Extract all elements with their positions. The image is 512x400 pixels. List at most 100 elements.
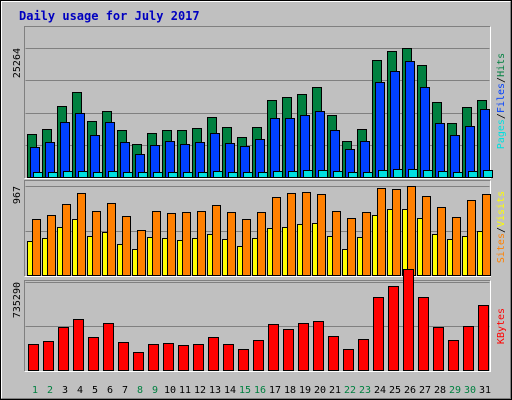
bar-pages-day-20 xyxy=(318,170,328,178)
bar-files-day-24 xyxy=(375,82,385,178)
bar-pages-day-16 xyxy=(258,172,268,178)
legend-entry: KBytes xyxy=(496,308,507,344)
bar-files-day-4 xyxy=(75,113,85,178)
bar-sites-day-10 xyxy=(167,213,176,276)
bar-pages-day-8 xyxy=(138,172,148,178)
bar-pages-day-13 xyxy=(213,171,223,178)
chart-title: Daily usage for July 2017 xyxy=(19,9,200,23)
x-tick-label: 1 xyxy=(32,385,38,396)
bar-files-day-16 xyxy=(255,139,265,178)
bar-kbytes-day-3 xyxy=(58,327,69,371)
bar-sites-day-9 xyxy=(152,211,161,276)
bar-sites-day-8 xyxy=(137,230,146,276)
x-tick-label: 12 xyxy=(194,385,206,396)
bar-sites-day-6 xyxy=(107,203,116,276)
legend-entry: Files xyxy=(496,83,507,113)
x-tick-label: 6 xyxy=(107,385,113,396)
legend-entry: Sites xyxy=(496,233,507,263)
bar-pages-day-17 xyxy=(273,171,283,178)
bar-sites-day-1 xyxy=(32,219,41,276)
x-tick-label: 30 xyxy=(464,385,476,396)
bar-pages-day-29 xyxy=(453,172,463,178)
bar-files-day-30 xyxy=(465,126,475,178)
y-max-label: 735290 xyxy=(12,282,23,318)
x-tick-label: 23 xyxy=(359,385,371,396)
x-tick-label: 25 xyxy=(389,385,401,396)
chart-panels: 25264Pages/Files/Hits967Sites/Visits7352… xyxy=(12,26,507,372)
bar-files-day-21 xyxy=(330,130,340,178)
bar-sites-day-3 xyxy=(62,204,71,276)
panel-visits_sites: 967 Sites/Visits xyxy=(12,180,507,277)
x-tick-label: 7 xyxy=(122,385,128,396)
bar-pages-day-30 xyxy=(468,171,478,178)
x-tick-label: 11 xyxy=(179,385,191,396)
bar-files-day-20 xyxy=(315,111,325,178)
x-tick-label: 29 xyxy=(449,385,461,396)
legend-entry: / xyxy=(496,77,507,83)
bar-pages-day-18 xyxy=(288,171,298,178)
x-tick-label: 5 xyxy=(92,385,98,396)
bar-files-day-29 xyxy=(450,135,460,178)
bar-kbytes-day-23 xyxy=(358,339,369,371)
x-axis-labels: 1 2 3 4 5 6 7 8 9 10 11 12 13 14 15 16 17 18 19 20 21 22 23 24 2… xyxy=(32,385,491,396)
bar-kbytes-day-7 xyxy=(118,342,129,371)
legend: Sites/Visits xyxy=(496,191,507,263)
bar-pages-day-11 xyxy=(183,172,193,178)
bar-sites-day-25 xyxy=(392,189,401,276)
plot-border-dark xyxy=(24,26,491,179)
bar-kbytes-day-26 xyxy=(403,269,414,371)
x-tick-label: 19 xyxy=(299,385,311,396)
bar-files-day-19 xyxy=(300,115,310,178)
bar-sites-day-21 xyxy=(332,211,341,276)
x-tick-label: 8 xyxy=(137,385,143,396)
bar-kbytes-day-16 xyxy=(253,340,264,371)
bar-kbytes-day-4 xyxy=(73,319,84,371)
bar-files-day-18 xyxy=(285,118,295,178)
bar-kbytes-day-9 xyxy=(148,344,159,371)
bar-pages-day-10 xyxy=(168,172,178,178)
plot-border-dark xyxy=(24,280,491,372)
x-tick-label: 16 xyxy=(254,385,266,396)
bar-pages-day-15 xyxy=(243,172,253,178)
x-tick-label: 20 xyxy=(314,385,326,396)
y-max-label: 25264 xyxy=(12,48,23,78)
x-tick-label: 15 xyxy=(239,385,251,396)
bar-kbytes-day-5 xyxy=(88,337,99,371)
bar-pages-day-21 xyxy=(333,171,343,178)
x-tick-label: 28 xyxy=(434,385,446,396)
bar-kbytes-day-25 xyxy=(388,286,399,371)
bar-files-day-3 xyxy=(60,122,70,178)
bar-kbytes-day-20 xyxy=(313,321,324,371)
bar-sites-day-2 xyxy=(47,215,56,276)
bar-pages-day-28 xyxy=(438,171,448,178)
x-tick-label: 10 xyxy=(164,385,176,396)
bar-kbytes-day-15 xyxy=(238,349,249,371)
bar-pages-day-7 xyxy=(123,172,133,178)
bar-kbytes-day-22 xyxy=(343,349,354,371)
bar-files-day-6 xyxy=(105,122,115,178)
bar-pages-day-3 xyxy=(63,171,73,178)
bar-pages-day-9 xyxy=(153,172,163,178)
panel-kbytes: 735290 KBytes xyxy=(12,269,507,372)
bar-kbytes-day-17 xyxy=(268,324,279,371)
x-tick-label: 2 xyxy=(47,385,53,396)
bar-sites-day-24 xyxy=(377,188,386,276)
bar-sites-day-14 xyxy=(227,212,236,276)
legend-entry: Hits xyxy=(496,53,507,77)
bar-kbytes-day-27 xyxy=(418,297,429,371)
bar-kbytes-day-2 xyxy=(43,341,54,371)
bar-files-day-25 xyxy=(390,71,400,178)
bar-pages-day-24 xyxy=(378,170,388,178)
bar-kbytes-day-12 xyxy=(193,344,204,371)
legend: KBytes xyxy=(496,308,507,344)
bar-pages-day-27 xyxy=(423,170,433,178)
bar-sites-day-5 xyxy=(92,211,101,276)
bar-pages-day-6 xyxy=(108,171,118,178)
x-tick-label: 14 xyxy=(224,385,236,396)
bar-kbytes-day-29 xyxy=(448,340,459,371)
bar-sites-day-13 xyxy=(212,205,221,276)
bar-kbytes-day-14 xyxy=(223,344,234,371)
plot-border-dark xyxy=(24,180,491,277)
bar-files-day-31 xyxy=(480,109,490,178)
